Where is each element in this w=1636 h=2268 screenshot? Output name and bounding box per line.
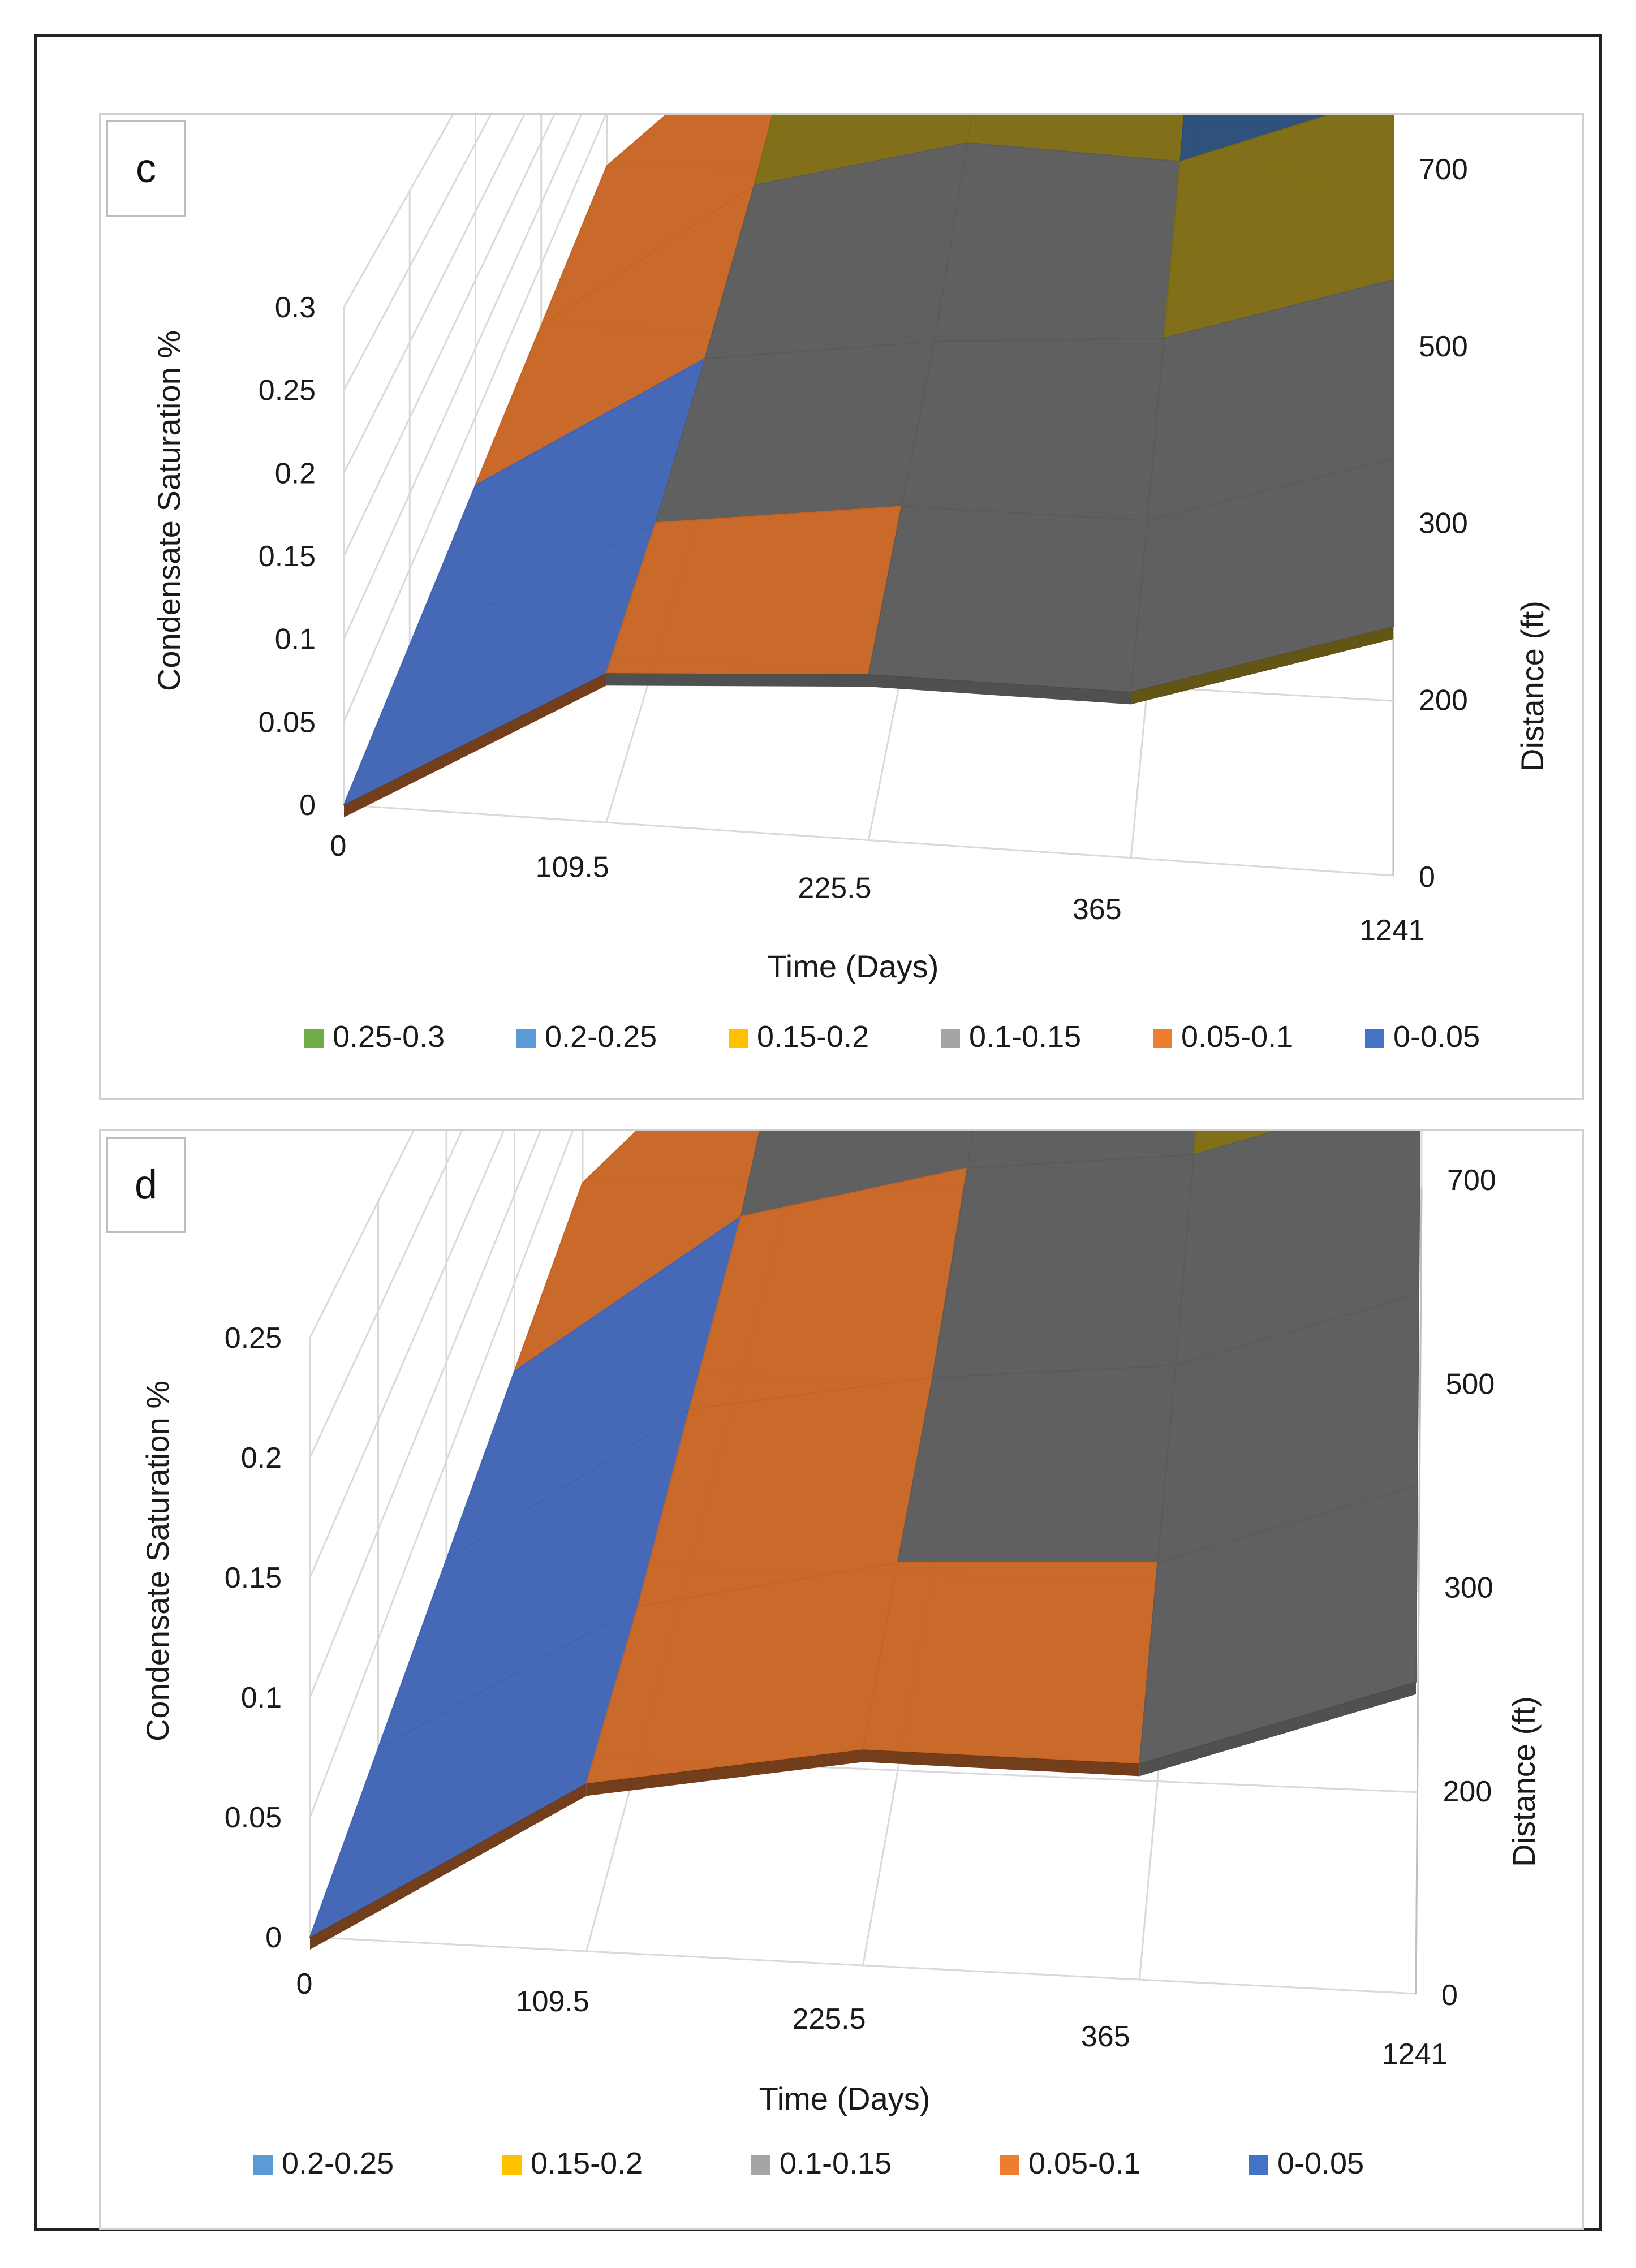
horizontal-gridline: [309, 1131, 463, 1458]
depth-tick-label: 200: [1419, 684, 1468, 717]
depth-axis-line: [1415, 1187, 1423, 1994]
y-tick-label: 0.3: [275, 291, 316, 324]
x-tick-label: 365: [1081, 2020, 1130, 2053]
surface-front-edge: [606, 673, 869, 687]
horizontal-gridline: [343, 115, 583, 640]
x-axis-title: Time (Days): [759, 2081, 931, 2116]
legend-swatch: [941, 1029, 960, 1048]
legend-label: 0.15-0.2: [757, 1020, 869, 1054]
legend-label: 0-0.05: [1277, 2146, 1364, 2180]
depth-axis-title: Distance (ft): [1514, 601, 1550, 771]
surface-front-edge: [868, 674, 1131, 705]
x-tick-label: 225.5: [798, 872, 871, 905]
x-tick-label: 1241: [1359, 914, 1425, 947]
surface-patch: [862, 1562, 1159, 1765]
chart-panel-d: d 0 0.05 0.1 0.15 0.2 0.25 0 109.5 225.5 365 1241 0…: [99, 1129, 1584, 2230]
legend-swatch: [304, 1029, 324, 1048]
legend-label: 0.05-0.1: [1181, 1020, 1293, 1054]
legend-swatch: [253, 2155, 273, 2175]
y-axis-title: Condensate Saturation %: [151, 330, 187, 691]
x-axis-title: Time (Days): [768, 948, 939, 984]
legend-label: 0.15-0.2: [531, 2146, 643, 2180]
y-tick-label: 0: [299, 789, 316, 822]
legend-swatch: [516, 1029, 536, 1048]
depth-tick-label: 700: [1447, 1164, 1496, 1197]
surface-front-edge: [863, 1749, 1140, 1777]
surface-chart-c: 0 0.05 0.1 0.15 0.2 0.25 0.3 0 109.5 225.5 365 1241…: [151, 115, 1550, 1054]
y-tick-label: 0.25: [225, 1322, 282, 1355]
y-tick-label: 0: [265, 1921, 282, 1954]
y-tick-label: 0.25: [259, 374, 316, 407]
y-tick-label: 0.1: [275, 623, 316, 656]
legend-label: 0.05-0.1: [1028, 2146, 1140, 2180]
y-tick-label: 0.15: [225, 1562, 282, 1594]
depth-tick-label: 300: [1444, 1572, 1493, 1605]
surface-patch: [933, 142, 1181, 342]
horizontal-gridline: [343, 115, 556, 557]
surface-patch: [901, 337, 1165, 521]
horizontal-gridline: [343, 115, 454, 308]
surface-front-edge: [310, 1783, 587, 1950]
horizontal-gridline: [343, 115, 492, 391]
y-axis-title: Condensate Saturation %: [140, 1381, 175, 1741]
surface-chart-d: 0 0.05 0.1 0.15 0.2 0.25 0 109.5 225.5 365 1241 0 20…: [140, 1131, 1542, 2180]
legend-swatch: [1000, 2155, 1019, 2175]
legend-swatch: [1249, 2155, 1268, 2175]
horizontal-gridline: [309, 1131, 541, 1698]
floor-gridline-depth: [343, 804, 1394, 877]
x-tick-label: 0: [330, 830, 347, 863]
y-tick-label: 0.05: [225, 1801, 282, 1834]
horizontal-gridline: [309, 1131, 574, 1818]
y-tick-label: 0.2: [275, 457, 316, 490]
y-tick-label: 0.2: [241, 1442, 282, 1474]
y-tick-label: 0.05: [259, 706, 316, 739]
depth-tick-label: 700: [1419, 153, 1468, 186]
legend-swatch: [1365, 1029, 1384, 1048]
legend-swatch: [729, 1029, 748, 1048]
depth-tick-label: 500: [1419, 330, 1468, 363]
depth-tick-label: 200: [1443, 1775, 1492, 1808]
panel-label-d: d: [106, 1137, 186, 1233]
legend-label: 0.2-0.25: [545, 1020, 657, 1054]
x-tick-label: 109.5: [536, 851, 609, 883]
y-tick-label: 0.1: [241, 1681, 282, 1714]
floor-gridline-depth: [309, 1936, 1417, 1995]
legend-swatch: [502, 2155, 522, 2175]
x-tick-label: 1241: [1382, 2038, 1448, 2071]
legend-label: 0.25-0.3: [333, 1020, 445, 1054]
legend-label: 0.2-0.25: [282, 2146, 394, 2180]
figure-frame: c 0 0.05 0.1 0.15 0.2 0.25 0.3 0 109.5 225.5 365 12…: [34, 34, 1602, 2231]
x-tick-label: 109.5: [516, 1985, 589, 2018]
legend-label: 0-0.05: [1393, 1020, 1480, 1054]
depth-tick-label: 0: [1441, 1979, 1458, 2012]
legend-swatch: [751, 2155, 770, 2175]
depth-tick-label: 300: [1419, 507, 1468, 540]
depth-tick-label: 0: [1419, 861, 1435, 894]
surface-front-edge: [1131, 627, 1393, 705]
depth-tick-label: 500: [1446, 1368, 1495, 1400]
chart-panel-c: c 0 0.05 0.1 0.15 0.2 0.25 0.3 0 109.5 225.5 365 12…: [99, 113, 1584, 1100]
legend-swatch: [1153, 1029, 1172, 1048]
x-tick-label: 225.5: [792, 2003, 866, 2036]
horizontal-gridline: [309, 1131, 505, 1578]
surface-patch: [868, 506, 1148, 693]
x-tick-label: 0: [296, 1968, 313, 2000]
x-tick-label: 365: [1073, 893, 1122, 926]
surface-patch: [897, 1365, 1177, 1563]
surface-front-edge: [586, 1749, 863, 1796]
legend-label: 0.1-0.15: [969, 1020, 1081, 1054]
surface-patch: [932, 1154, 1195, 1378]
y-tick-label: 0.15: [259, 540, 316, 573]
depth-axis-title: Distance (ft): [1506, 1696, 1542, 1867]
legend-label: 0.1-0.15: [780, 2146, 892, 2180]
horizontal-gridline: [309, 1131, 415, 1338]
horizontal-gridline: [343, 115, 526, 473]
surface-front-edge: [1139, 1681, 1416, 1777]
panel-label-c: c: [106, 120, 186, 217]
surface-front-edge: [344, 673, 606, 817]
